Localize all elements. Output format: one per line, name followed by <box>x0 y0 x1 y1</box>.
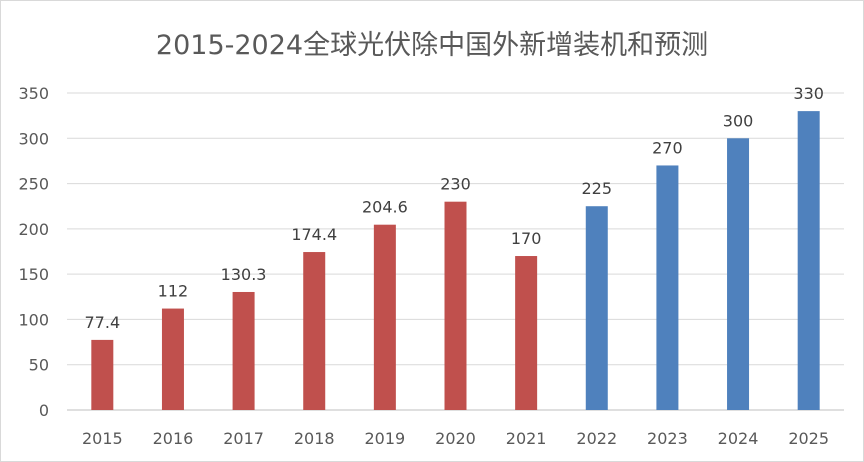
data-label-2023: 270 <box>652 138 683 157</box>
x-tick-label: 2020 <box>435 429 476 448</box>
data-label-2017: 130.3 <box>221 265 267 284</box>
bar-2017 <box>232 291 255 410</box>
bar-2024 <box>727 138 750 411</box>
x-tick-label: 2017 <box>223 429 264 448</box>
bars <box>91 111 820 411</box>
y-tick-label: 50 <box>29 356 49 375</box>
y-tick-label: 350 <box>18 84 49 103</box>
data-label-2022: 225 <box>581 179 612 198</box>
y-tick-label: 150 <box>18 265 49 284</box>
data-label-2025: 330 <box>793 84 824 103</box>
x-tick-label: 2019 <box>365 429 406 448</box>
bar-2021 <box>515 256 538 410</box>
bar-2025 <box>797 111 820 410</box>
data-label-2016: 112 <box>158 282 189 301</box>
y-axis-ticks: 0 50 100 150 200 250 300 350 <box>18 84 49 420</box>
data-label-2015: 77.4 <box>85 313 121 332</box>
data-label-2018: 174.4 <box>291 225 337 244</box>
data-labels: 77.4 112 130.3 174.4 204.6 230 170 225 270 300 330 <box>85 84 824 332</box>
y-tick-label: 300 <box>18 129 49 148</box>
chart-title: 2015-2024全球光伏除中国外新增装机和预测 <box>155 30 709 61</box>
x-tick-label: 2023 <box>647 429 688 448</box>
x-tick-label: 2016 <box>153 429 194 448</box>
bar-2019 <box>373 224 396 410</box>
y-tick-label: 100 <box>18 310 49 329</box>
x-axis-ticks: 2015 2016 2017 2018 2019 2020 2021 2022 2023 2024… <box>82 429 829 448</box>
x-tick-label: 2024 <box>718 429 759 448</box>
bar-2022 <box>585 206 608 410</box>
bar-2016 <box>161 308 184 410</box>
y-tick-label: 250 <box>18 175 49 194</box>
x-tick-label: 2018 <box>294 429 335 448</box>
data-label-2021: 170 <box>511 229 542 248</box>
x-tick-label: 2025 <box>788 429 829 448</box>
x-tick-label: 2021 <box>506 429 547 448</box>
x-tick-label: 2022 <box>576 429 617 448</box>
bar-2023 <box>656 165 679 410</box>
y-tick-label: 0 <box>39 401 49 420</box>
bar-2020 <box>444 201 467 410</box>
y-tick-label: 200 <box>18 220 49 239</box>
x-tick-label: 2015 <box>82 429 123 448</box>
data-label-2020: 230 <box>440 175 471 194</box>
data-label-2019: 204.6 <box>362 198 408 217</box>
bar-2018 <box>303 252 326 410</box>
data-label-2024: 300 <box>723 111 754 130</box>
bar-2015 <box>91 339 114 410</box>
